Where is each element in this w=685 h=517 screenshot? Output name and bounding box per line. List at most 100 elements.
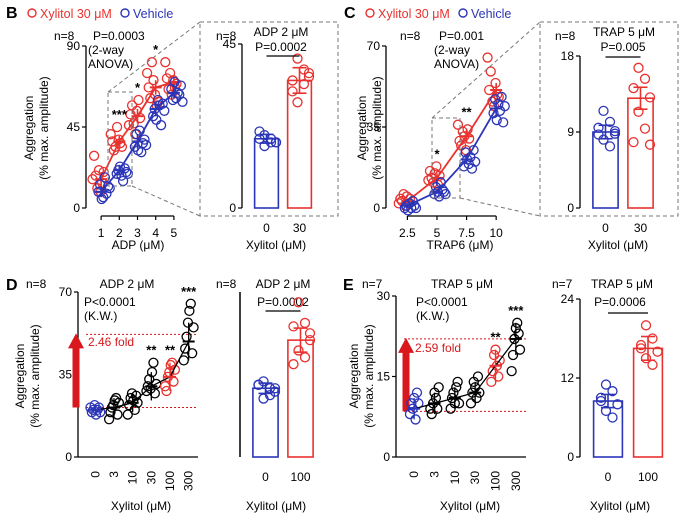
y-tick-label: 0 — [73, 201, 80, 215]
fold-change-label: 2.59 fold — [415, 341, 461, 355]
data-point — [180, 343, 191, 354]
x-tick-label: 10 — [489, 226, 503, 240]
significance-label: * — [153, 42, 159, 57]
p-value: P=0.005 — [600, 40, 645, 54]
data-point — [161, 385, 172, 397]
y-tick-label: 35 — [59, 368, 73, 382]
data-point — [639, 123, 651, 134]
data-point — [253, 379, 264, 390]
data-point — [187, 348, 198, 359]
data-point — [514, 344, 526, 355]
chart-title: TRAP 5 μM — [431, 277, 493, 291]
test-name-line2: ANOVA) — [88, 57, 133, 71]
y-tick-label: 15 — [377, 370, 391, 384]
x-tick-label: 1 — [98, 226, 105, 240]
y-tick-label: 0 — [373, 201, 380, 215]
fold-arrow-shaft — [402, 350, 410, 412]
x-tick-label: 10 — [126, 471, 140, 485]
n-label: n=8 — [400, 29, 421, 43]
bar — [286, 79, 313, 209]
significance-label: *** — [181, 284, 197, 299]
y-tick-label: 30 — [377, 289, 391, 303]
data-point — [491, 114, 502, 126]
data-point — [507, 349, 519, 361]
panel-b-inset: n=8 ADP 2 μM P=0.0002 Xylitol (μM) — [216, 25, 308, 252]
data-point — [147, 111, 159, 122]
data-point — [184, 305, 195, 317]
inset-title: TRAP 5 μM — [593, 25, 655, 39]
data-point — [496, 91, 507, 103]
x-axis-label: Xylitol (μM) — [246, 238, 306, 252]
n-label: n=7 — [552, 277, 573, 291]
significance-label: ** — [165, 343, 176, 358]
data-point — [175, 80, 187, 91]
data-point — [293, 297, 304, 308]
y-tick-label: 0 — [65, 450, 72, 464]
data-point — [303, 71, 315, 82]
x-axis-label: Xylitol (μM) — [246, 499, 306, 513]
significance-label: ** — [146, 343, 157, 358]
panel-e: E n=7 TRAP 5 μM P<0.0001 (K.W.) 2.59 fol… — [343, 277, 500, 513]
data-point — [141, 67, 153, 79]
p-value: P=0.0006 — [594, 295, 646, 309]
bar-title: ADP 2 μM — [256, 277, 311, 291]
x-tick-label: 100 — [638, 470, 658, 484]
bar — [627, 97, 654, 209]
data-point — [440, 188, 451, 200]
data-point — [140, 139, 152, 151]
n-label: n=8 — [216, 277, 237, 291]
data-point — [595, 392, 607, 403]
data-point — [451, 382, 462, 393]
y-tick-label: 70 — [59, 285, 73, 299]
data-point — [633, 106, 644, 117]
panel-letter: B — [6, 5, 18, 22]
x-tick-label: 300 — [509, 471, 523, 491]
y-tick-label: 35 — [367, 120, 381, 134]
data-point — [647, 333, 658, 344]
x-tick-label: 0 — [602, 221, 609, 235]
data-point — [270, 137, 282, 148]
x-tick-label: 0 — [263, 221, 270, 235]
data-point — [410, 202, 422, 214]
data-point — [304, 334, 316, 346]
data-point — [628, 82, 639, 94]
y-axis-label-line2: (% max. amplitude) — [37, 76, 51, 179]
panel-e-bar: n=7 TRAP 5 μM P=0.0006 Xylitol (μM) — [552, 277, 653, 513]
x-tick-label: 2 — [116, 226, 123, 240]
data-point — [593, 122, 604, 133]
x-tick-label: 30 — [468, 471, 482, 485]
data-point — [598, 134, 609, 145]
data-point — [177, 96, 188, 107]
data-point — [258, 393, 269, 404]
y-tick-label: 0 — [567, 201, 574, 215]
p-value: P<0.0001 — [84, 295, 136, 309]
x-tick-label: 3 — [134, 226, 141, 240]
significance-label: ** — [462, 105, 473, 120]
significance-label: * — [135, 80, 141, 95]
data-point — [304, 328, 316, 339]
data-point — [121, 166, 132, 178]
panel-c-inset: n=8 TRAP 5 μM P=0.005 Xylitol (μM) — [555, 25, 655, 252]
y-axis-label-line1: Aggregation — [22, 96, 36, 161]
data-point — [105, 129, 116, 140]
n-label: n=8 — [216, 29, 237, 43]
y-tick-label: 70 — [367, 39, 381, 53]
data-point — [93, 165, 105, 176]
data-point — [411, 387, 423, 398]
panel-letter: E — [343, 277, 354, 294]
data-point — [644, 139, 656, 150]
significance-label: *** — [112, 107, 128, 122]
data-point — [488, 349, 500, 361]
data-point — [303, 68, 315, 79]
data-point — [652, 346, 663, 357]
y-tick-label: 90 — [67, 39, 81, 53]
data-point — [452, 376, 463, 388]
data-point — [265, 137, 277, 148]
data-point — [188, 322, 199, 333]
data-point — [155, 120, 167, 131]
data-point — [607, 386, 618, 397]
x-tick-label: 3 — [107, 471, 121, 478]
x-axis-label: ADP (μM) — [112, 238, 165, 252]
bar — [253, 137, 280, 209]
